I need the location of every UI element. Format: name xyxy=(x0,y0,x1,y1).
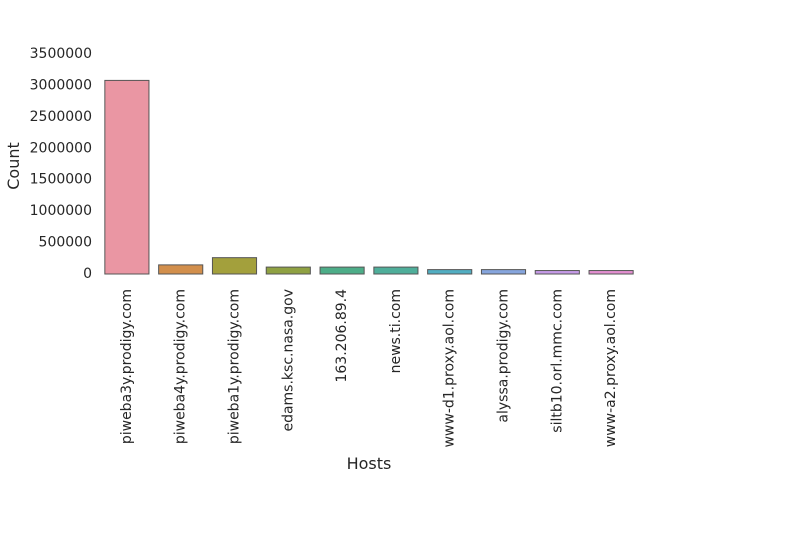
y-tick-label-7: 3500000 xyxy=(30,46,92,62)
y-axis-ticks: 0 500000 1000000 1500000 2000000 2500000 30000… xyxy=(30,46,92,282)
x-tick-label-3: edams.ksc.nasa.gov xyxy=(280,289,296,432)
x-tick-label-9: www-a2.proxy.aol.com xyxy=(603,289,619,447)
bar-1 xyxy=(158,264,204,275)
x-tick-label-1: piweba4y.prodigy.com xyxy=(173,289,189,444)
x-tick-label-5: news.ti.com xyxy=(388,289,404,373)
x-tick-label-7: alyssa.prodigy.com xyxy=(496,289,512,423)
x-tick-label-0: piweba3y.prodigy.com xyxy=(119,289,135,444)
y-tick-label-5: 2500000 xyxy=(30,109,92,125)
y-axis-label: Count xyxy=(4,142,23,190)
bar-8 xyxy=(534,270,580,275)
x-tick-label-2: piweba1y.prodigy.com xyxy=(227,289,243,444)
y-tick-label-1: 500000 xyxy=(39,235,92,251)
y-tick-label-3: 1500000 xyxy=(30,172,92,188)
x-tick-label-6: www-d1.proxy.aol.com xyxy=(442,289,458,448)
bar-0 xyxy=(104,79,150,275)
bar-5 xyxy=(373,266,419,275)
y-tick-label-6: 3000000 xyxy=(30,77,92,93)
bar-4 xyxy=(319,266,365,275)
y-tick-label-0: 0 xyxy=(83,266,92,282)
x-tick-label-8: siltb10.orl.mmc.com xyxy=(549,289,565,433)
bar-3 xyxy=(265,266,311,275)
bar-9 xyxy=(588,270,634,275)
bars-group xyxy=(104,79,634,275)
bar-6 xyxy=(427,269,473,275)
x-axis-label: Hosts xyxy=(347,454,392,473)
bar-2 xyxy=(211,257,258,275)
y-tick-label-4: 2000000 xyxy=(30,140,92,156)
x-tick-label-4: 163.206.89.4 xyxy=(334,289,350,383)
x-axis-ticks: piweba3y.prodigy.com piweba4y.prodigy.com… xyxy=(119,289,619,448)
y-tick-label-2: 1000000 xyxy=(30,203,92,219)
bar-7 xyxy=(480,269,527,275)
